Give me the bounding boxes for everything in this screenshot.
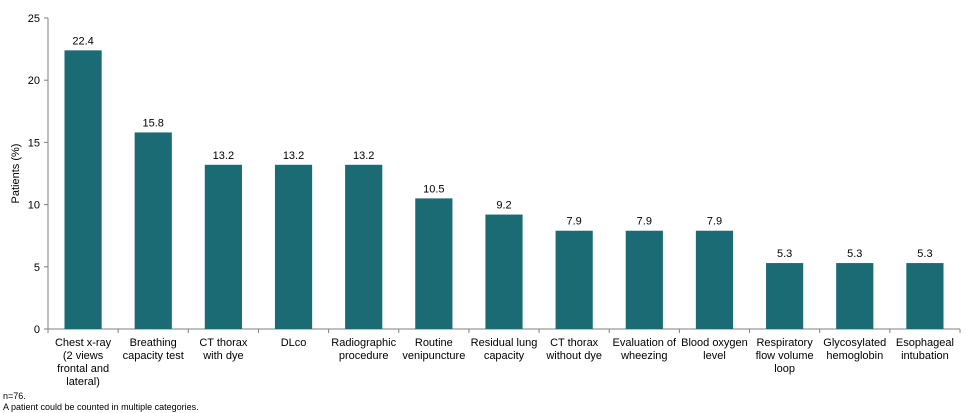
bar bbox=[134, 132, 172, 329]
category-label: Blood oxygen level bbox=[681, 337, 748, 362]
category-label-line: frontal and bbox=[57, 363, 109, 375]
data-label: 13.2 bbox=[283, 150, 304, 162]
data-label: 5.3 bbox=[847, 248, 862, 260]
data-label: 22.4 bbox=[72, 35, 93, 47]
bar bbox=[274, 164, 313, 329]
footnote-multiple-categories: A patient could be counted in multiple c… bbox=[3, 402, 199, 412]
category-label-line: Breathing bbox=[130, 337, 177, 349]
category-label: Breathing capacity test bbox=[123, 337, 184, 362]
category-label-line: procedure bbox=[339, 350, 389, 362]
bar bbox=[906, 263, 944, 329]
category-label: Evaluation of wheezing bbox=[613, 337, 678, 362]
y-axis-title: Patients (%) bbox=[10, 144, 22, 204]
data-label: 10.5 bbox=[423, 183, 444, 195]
data-label: 13.2 bbox=[353, 150, 374, 162]
bar bbox=[836, 263, 874, 329]
y-tick-label: 25 bbox=[28, 13, 40, 25]
y-tick-label: 5 bbox=[34, 262, 40, 274]
category-label-line: capacity test bbox=[123, 350, 184, 362]
bar bbox=[204, 164, 242, 329]
category-label-line: Respiratory bbox=[756, 337, 813, 349]
category-label-line: loop bbox=[774, 363, 795, 375]
category-label-line: capacity bbox=[484, 350, 525, 362]
bar bbox=[64, 50, 102, 330]
category-label-line: Evaluation of bbox=[613, 337, 678, 349]
bar bbox=[485, 214, 523, 329]
category-label-line: CT thorax bbox=[199, 337, 248, 349]
data-label: 13.2 bbox=[213, 150, 234, 162]
category-label-line: Radiographic bbox=[331, 337, 396, 349]
category-label-line: Glycosylated bbox=[823, 337, 886, 349]
data-label: 7.9 bbox=[707, 216, 722, 228]
y-tick-label: 10 bbox=[28, 200, 40, 212]
bar bbox=[555, 230, 593, 329]
category-label: CT thorax with dye bbox=[199, 337, 248, 362]
data-label: 7.9 bbox=[567, 216, 582, 228]
category-label-line: flow volume bbox=[756, 350, 814, 362]
category-label-line: Routine bbox=[415, 337, 453, 349]
y-tick-label: 0 bbox=[34, 324, 40, 336]
category-label: CT thorax without dye bbox=[545, 337, 602, 362]
category-label: Residual lung capacity bbox=[471, 337, 538, 362]
bar bbox=[625, 230, 663, 329]
category-label: Esophageal intubation bbox=[896, 337, 954, 362]
y-tick-label: 20 bbox=[28, 75, 40, 87]
category-label-line: with dye bbox=[202, 350, 243, 362]
category-label-line: Chest x-ray bbox=[55, 337, 112, 349]
category-label-line: Residual lung bbox=[471, 337, 538, 349]
data-label: 9.2 bbox=[496, 200, 511, 212]
category-label-line: level bbox=[703, 350, 726, 362]
category-label: Chest x-ray (2 views frontal and lateral) bbox=[55, 337, 112, 388]
category-label: Respiratory flow volume loop bbox=[756, 337, 814, 375]
bar bbox=[695, 230, 734, 329]
category-label-line: hemoglobin bbox=[826, 350, 883, 362]
category-label-line: Blood oxygen bbox=[681, 337, 748, 349]
category-label: Radiographic procedure bbox=[331, 337, 396, 362]
category-label-line: CT thorax bbox=[550, 337, 599, 349]
category-label: DLco bbox=[281, 337, 307, 349]
category-label-line: lateral) bbox=[66, 376, 100, 388]
data-label: 15.8 bbox=[143, 117, 164, 129]
bar bbox=[415, 198, 453, 329]
category-label-line: wheezing bbox=[620, 350, 667, 362]
footnote-sample-size: n=76. bbox=[3, 391, 26, 401]
category-label-line: Esophageal bbox=[896, 337, 954, 349]
data-label: 5.3 bbox=[777, 248, 792, 260]
data-label: 7.9 bbox=[637, 216, 652, 228]
y-tick-label: 15 bbox=[28, 137, 40, 149]
category-label: Glycosylated hemoglobin bbox=[823, 337, 886, 362]
bar bbox=[345, 164, 383, 329]
bar bbox=[766, 263, 804, 329]
data-label: 5.3 bbox=[917, 248, 932, 260]
category-label-line: DLco bbox=[281, 337, 307, 349]
category-label: Routine venipuncture bbox=[402, 337, 465, 362]
category-label-line: (2 views bbox=[63, 350, 104, 362]
category-label-line: venipuncture bbox=[402, 350, 465, 362]
category-label-line: without dye bbox=[545, 350, 602, 362]
category-label-line: intubation bbox=[901, 350, 949, 362]
